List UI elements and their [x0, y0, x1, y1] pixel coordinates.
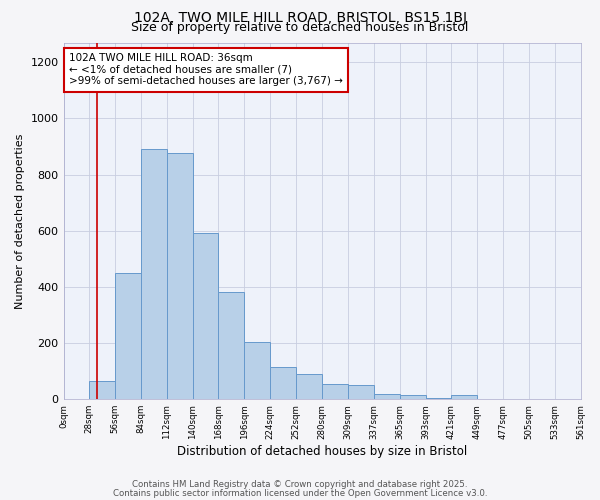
Bar [193, 234, 218, 399]
Bar [244, 342, 270, 399]
Text: Contains HM Land Registry data © Crown copyright and database right 2025.: Contains HM Land Registry data © Crown c… [132, 480, 468, 489]
Text: 102A TWO MILE HILL ROAD: 36sqm
← <1% of detached houses are smaller (7)
>99% of : 102A TWO MILE HILL ROAD: 36sqm ← <1% of … [69, 53, 343, 86]
Bar [348, 385, 374, 399]
Text: 102A, TWO MILE HILL ROAD, BRISTOL, BS15 1BJ: 102A, TWO MILE HILL ROAD, BRISTOL, BS15 … [133, 11, 467, 25]
Bar [451, 395, 477, 399]
Bar [141, 149, 167, 399]
Bar [218, 292, 244, 399]
Bar [529, 398, 554, 399]
Bar [477, 398, 503, 399]
Text: Contains public sector information licensed under the Open Government Licence v3: Contains public sector information licen… [113, 488, 487, 498]
Y-axis label: Number of detached properties: Number of detached properties [15, 133, 25, 308]
Bar [89, 381, 115, 399]
Bar [400, 395, 425, 399]
Text: Size of property relative to detached houses in Bristol: Size of property relative to detached ho… [131, 21, 469, 34]
Bar [115, 273, 141, 399]
Bar [296, 374, 322, 399]
X-axis label: Distribution of detached houses by size in Bristol: Distribution of detached houses by size … [177, 444, 467, 458]
Bar [270, 367, 296, 399]
Bar [322, 384, 348, 399]
Bar [374, 394, 400, 399]
Bar [425, 398, 451, 399]
Bar [167, 154, 193, 399]
